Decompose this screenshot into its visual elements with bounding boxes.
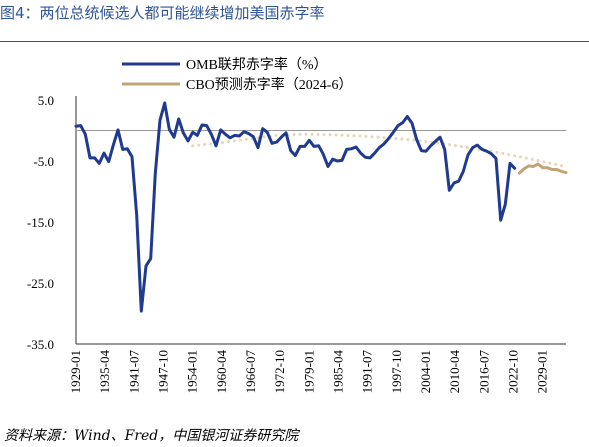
x-tick-label: 2022-10 bbox=[506, 350, 521, 393]
x-tick-label: 2004-01 bbox=[418, 350, 433, 393]
x-tick-label: 1997-10 bbox=[389, 350, 404, 393]
x-tick-label: 1960-04 bbox=[214, 350, 229, 394]
title-divider bbox=[0, 41, 589, 42]
x-tick-label: 2010-04 bbox=[447, 350, 462, 394]
tick-labels: 5.0 -5.0 -15.0 -25.0 -35.0 1929-01 1935-04 1941… bbox=[27, 93, 550, 393]
x-tick-label: 2029-01 bbox=[535, 350, 550, 393]
x-tick-label: 1954-01 bbox=[185, 350, 200, 393]
x-tick-label: 1972-10 bbox=[272, 350, 287, 393]
x-tick-label: 1979-01 bbox=[301, 350, 316, 393]
legend: OMB联邦赤字率（%） CBO预测赤字率（2024-6） bbox=[122, 56, 352, 93]
axes bbox=[75, 96, 566, 345]
x-tick-label: 1941-07 bbox=[126, 350, 141, 394]
y-tick-label: -5.0 bbox=[33, 154, 54, 169]
x-tick-label: 1929-01 bbox=[68, 350, 83, 393]
x-tick-label: 1991-07 bbox=[360, 350, 375, 394]
x-tick-label: 1947-10 bbox=[156, 350, 171, 393]
y-tick-label: -25.0 bbox=[27, 276, 54, 291]
legend-label-cbo: CBO预测赤字率（2024-6） bbox=[186, 76, 352, 93]
figure-title: 图4：两位总统候选人都可能继续增加美国赤字率 bbox=[0, 4, 325, 22]
x-tick-label: 1966-07 bbox=[243, 350, 258, 394]
legend-label-omb: OMB联邦赤字率（%） bbox=[186, 56, 328, 73]
deficit-line-chart: 5.0 -5.0 -15.0 -25.0 -35.0 1929-01 1935-04 1941… bbox=[27, 56, 568, 393]
y-tick-label: -15.0 bbox=[27, 215, 54, 230]
cbo-forecast-series-line bbox=[517, 162, 568, 175]
x-tick-label: 1935-04 bbox=[97, 350, 112, 394]
source-note: 资料来源：Wind、Fred，中国银河证券研究院 bbox=[4, 428, 299, 444]
x-tick-label: 2016-07 bbox=[476, 350, 491, 394]
y-tick-label: -35.0 bbox=[27, 337, 54, 352]
x-tick-label: 1985-04 bbox=[331, 350, 346, 394]
y-tick-label: 5.0 bbox=[38, 93, 54, 108]
trend-dotted-line bbox=[191, 132, 568, 168]
omb-deficit-series-line bbox=[74, 101, 517, 313]
series-layer bbox=[74, 101, 568, 313]
